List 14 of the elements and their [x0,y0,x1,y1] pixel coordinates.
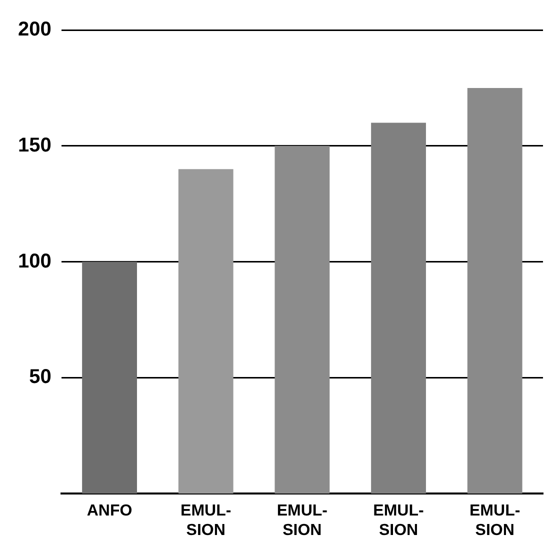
y-tick-label: 100 [18,250,52,272]
x-tick-label: EMUL- SION [180,502,232,539]
y-tick-label: 200 [18,18,52,41]
x-tick-label: ANFO [86,502,132,520]
y-tick-label: 150 [18,134,52,156]
x-tick-label: EMUL- SION [373,502,424,539]
x-tick-label: EMUL- SION [470,502,520,539]
bar [467,88,522,494]
y-tick-label: 50 [29,366,52,388]
bar [371,122,426,494]
bar [82,262,137,494]
bar [274,146,330,494]
bar [178,169,234,494]
x-tick-label: EMUL- SION [276,502,328,539]
